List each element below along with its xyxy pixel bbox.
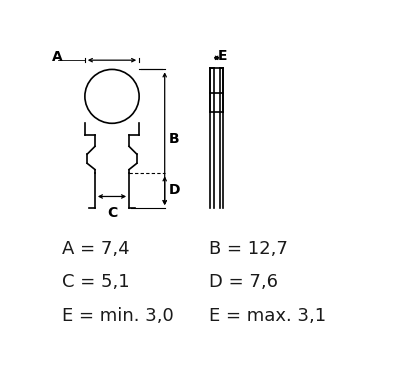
Text: A: A xyxy=(52,50,62,64)
Text: E = max. 3,1: E = max. 3,1 xyxy=(209,306,326,325)
Text: E = min. 3,0: E = min. 3,0 xyxy=(62,306,173,325)
Text: A = 7,4: A = 7,4 xyxy=(62,240,129,258)
Text: E: E xyxy=(218,49,228,63)
Text: D: D xyxy=(168,183,180,197)
Text: C: C xyxy=(107,206,117,220)
Text: B = 12,7: B = 12,7 xyxy=(209,240,288,258)
Text: B: B xyxy=(168,132,179,146)
Text: C = 5,1: C = 5,1 xyxy=(62,273,129,291)
Text: D = 7,6: D = 7,6 xyxy=(209,273,278,291)
